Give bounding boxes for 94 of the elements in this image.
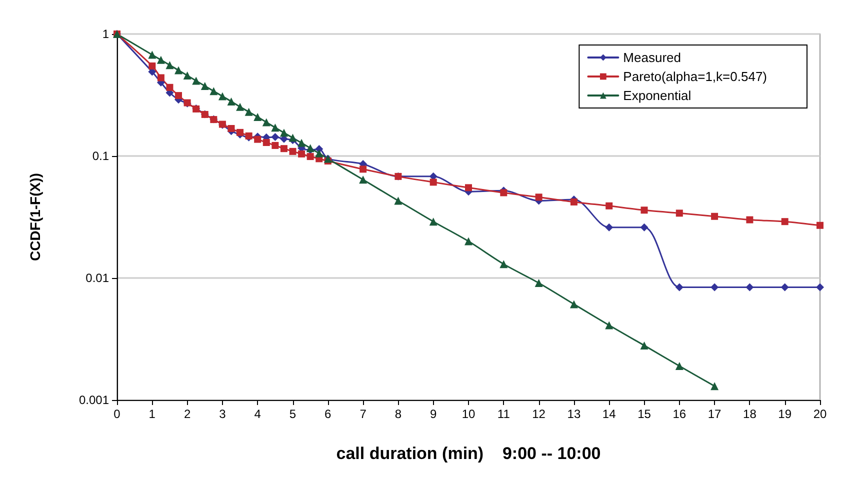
point xyxy=(192,76,200,85)
point xyxy=(360,166,367,173)
legend-label: Pareto(alpha=1,k=0.547) xyxy=(623,69,768,84)
x-tick-label: 15 xyxy=(638,407,652,421)
x-tick-label: 16 xyxy=(672,407,686,421)
point xyxy=(816,283,824,292)
point xyxy=(640,341,648,350)
point xyxy=(710,382,719,390)
x-tick-label: 20 xyxy=(813,407,827,421)
point xyxy=(429,218,438,226)
point xyxy=(166,84,174,91)
point xyxy=(298,150,306,158)
x-tick-label: 0 xyxy=(114,407,121,421)
point xyxy=(289,148,296,155)
legend-label: Exponential xyxy=(623,88,692,103)
x-tick-label: 9 xyxy=(430,407,438,421)
point xyxy=(157,74,164,82)
y-tick-label: 1 xyxy=(102,27,110,41)
point xyxy=(746,216,754,224)
point xyxy=(262,118,270,126)
point xyxy=(430,178,437,186)
point xyxy=(675,283,684,292)
point xyxy=(500,189,508,196)
point xyxy=(315,149,324,158)
x-tick-label: 17 xyxy=(708,407,722,421)
point xyxy=(711,212,718,220)
point xyxy=(175,92,182,100)
point xyxy=(183,71,192,80)
y-tick-label: 0.1 xyxy=(92,149,110,163)
x-tick-label: 5 xyxy=(289,407,296,421)
point xyxy=(236,128,244,136)
x-tick-label: 8 xyxy=(394,407,402,421)
point xyxy=(166,61,174,70)
x-tick-label: 4 xyxy=(254,407,262,421)
point xyxy=(174,66,183,74)
x-tick-label: 3 xyxy=(219,407,226,421)
point xyxy=(570,300,578,308)
y-axis-title: CCDF(1-F(X)) xyxy=(27,173,43,261)
x-tick-label: 10 xyxy=(462,407,476,421)
point xyxy=(200,82,209,90)
point xyxy=(465,184,472,192)
point xyxy=(148,50,156,59)
x-tick-label: 6 xyxy=(324,407,332,421)
point xyxy=(271,133,280,142)
point xyxy=(605,321,614,330)
point xyxy=(359,176,368,184)
x-tick-label: 2 xyxy=(184,407,191,421)
x-tick-label: 1 xyxy=(148,407,156,421)
point xyxy=(254,112,262,121)
point xyxy=(280,145,288,152)
point xyxy=(605,223,614,232)
x-tick-label: 14 xyxy=(602,407,616,421)
point xyxy=(746,283,754,292)
point xyxy=(298,138,306,147)
x-tick-label: 19 xyxy=(778,407,792,421)
point xyxy=(148,62,156,70)
point xyxy=(464,237,472,246)
point xyxy=(236,102,244,111)
point xyxy=(306,153,314,160)
point xyxy=(606,202,613,210)
point xyxy=(272,142,279,149)
point xyxy=(254,136,262,143)
x-axis-title: call duration (min) 9:00 -- 10:00 xyxy=(336,444,601,463)
point xyxy=(676,210,683,217)
point xyxy=(535,194,542,201)
x-tick-label: 12 xyxy=(532,407,546,421)
point xyxy=(227,97,236,106)
point xyxy=(218,92,226,100)
point xyxy=(271,124,280,132)
point xyxy=(816,222,824,229)
point xyxy=(262,139,270,146)
point xyxy=(244,108,253,116)
point xyxy=(228,125,235,132)
point xyxy=(500,260,508,268)
point xyxy=(156,56,165,64)
point xyxy=(675,362,684,370)
point xyxy=(570,198,578,206)
legend-label: Measured xyxy=(623,50,681,65)
x-tick-label: 7 xyxy=(360,407,367,421)
x-tick-label: 11 xyxy=(497,407,510,421)
point xyxy=(640,223,648,232)
point xyxy=(640,206,648,214)
x-tick-label: 18 xyxy=(743,407,757,421)
point xyxy=(394,196,402,205)
point xyxy=(534,278,543,287)
point xyxy=(280,128,288,137)
y-tick-label: 0.001 xyxy=(78,393,110,407)
point xyxy=(781,218,788,226)
point xyxy=(710,283,719,292)
point xyxy=(288,134,297,142)
point xyxy=(780,283,789,292)
point xyxy=(210,87,218,96)
x-tick-label: 13 xyxy=(567,407,581,421)
y-tick-label: 0.01 xyxy=(86,271,110,285)
